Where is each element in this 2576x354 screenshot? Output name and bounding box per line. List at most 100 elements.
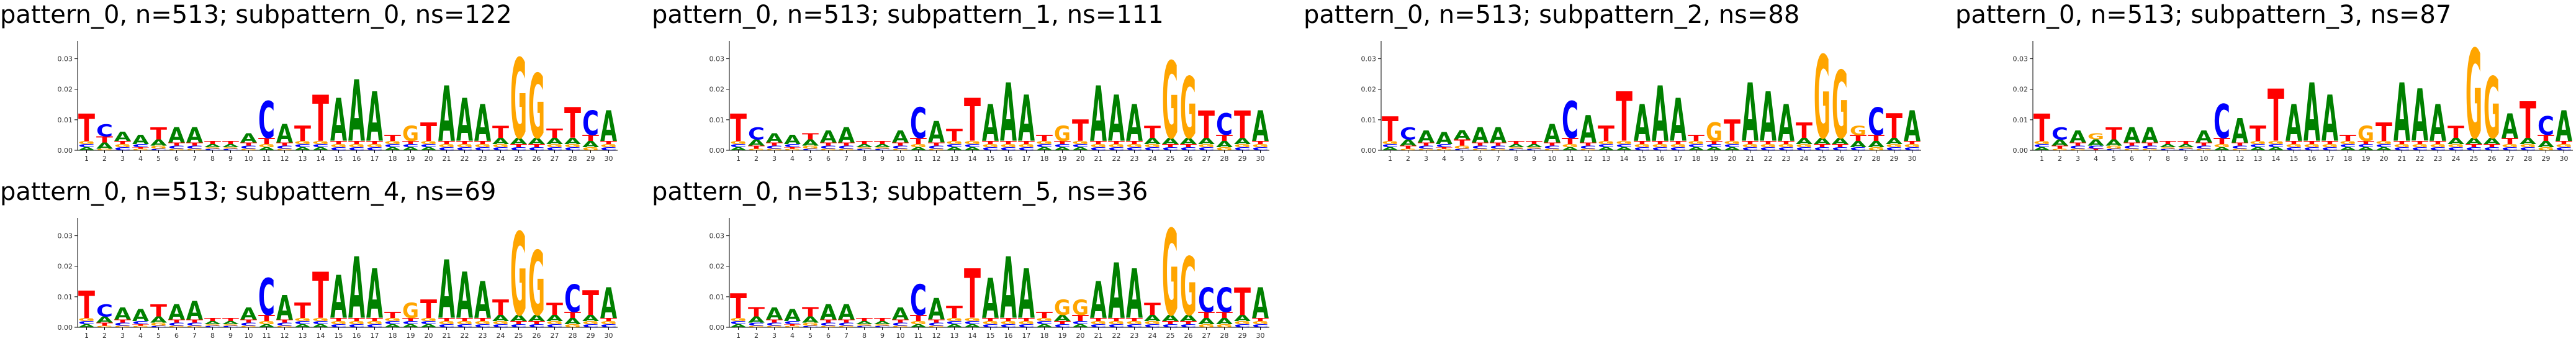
logo-letter-C: C	[766, 145, 783, 150]
logo-letter-T: T	[366, 317, 384, 322]
logo-letter-A: A	[748, 315, 765, 325]
x-tick-label: 27	[551, 332, 559, 340]
logo-letter-T: T	[2466, 143, 2483, 148]
logo-letter-G: G	[1616, 140, 1633, 145]
x-tick-label: 6	[826, 332, 831, 340]
logo-letter-T: T	[1382, 111, 1399, 150]
logo-letter-G: G	[1652, 143, 1669, 148]
x-tick-label: 4	[1442, 155, 1446, 163]
logo-letter-A: A	[964, 324, 981, 329]
logo-letter-C: C	[510, 324, 527, 329]
logo-letter-C: C	[1162, 147, 1179, 152]
logo-letter-C: C	[2376, 143, 2392, 148]
logo-letter-T: T	[1180, 143, 1197, 148]
x-tick-label: 1	[84, 155, 89, 163]
logo-letter-C: C	[2322, 147, 2338, 152]
logo-letter-T: T	[1814, 143, 1831, 148]
logo-letter-A: A	[1054, 314, 1071, 324]
logo-letter-G: G	[420, 317, 437, 322]
logo-letter-C: C	[456, 324, 473, 329]
logo-letter-T: T	[1544, 142, 1561, 147]
axes: 0.000.010.020.031 2 3 4 5 6 7 8 9 10 11 12 13 14 15 16 1…	[709, 218, 1269, 340]
logo-letter-A: A	[600, 279, 617, 328]
x-tick-label: 12	[2236, 155, 2245, 163]
logo-letter-A: A	[1054, 147, 1071, 152]
logo-letter-T: T	[1526, 140, 1543, 145]
logo-letter-G: G	[1688, 140, 1705, 145]
logo-letter-G: G	[204, 147, 221, 149]
logo-letter-G: G	[78, 317, 95, 322]
x-tick-label: 7	[1496, 155, 1500, 163]
logo-letter-G: G	[1382, 140, 1398, 145]
logo-letter-G: G	[748, 148, 765, 151]
logo-letter-C: C	[1090, 147, 1107, 152]
logo-letter-T: T	[766, 319, 783, 324]
logo-letter-A: A	[838, 124, 855, 148]
logo-letter-A: A	[600, 102, 617, 151]
x-tick-label: 10	[896, 332, 905, 340]
logo-letter-A: A	[2286, 94, 2302, 153]
logo-letter-A: A	[2466, 137, 2483, 147]
logo-letter-T: T	[348, 317, 366, 322]
x-tick-label: 19	[407, 155, 415, 163]
x-tick-label: 9	[1532, 155, 1536, 163]
x-tick-label: 11	[263, 155, 271, 163]
logo-letter-C: C	[874, 148, 891, 151]
logo-letter-A: A	[2033, 147, 2051, 152]
logo-letter-G: G	[384, 140, 401, 145]
logo-letter-C: C	[1418, 145, 1434, 150]
sequence-logo-chart: 0.000.010.020.031 2 3 4 5 6 7 8 9 10 11 12 13 14 15 16 1…	[58, 209, 618, 341]
x-tick-label: 20	[1728, 155, 1737, 163]
chart-title: pattern_0, n=513; subpattern_4, ns=69	[0, 178, 497, 206]
logo-letter-G: G	[1162, 40, 1179, 162]
logo-letter-A: A	[330, 263, 347, 332]
logo-letter-T: T	[2105, 124, 2122, 143]
logo-letter-A: A	[1252, 279, 1269, 328]
x-tick-label: 6	[174, 155, 179, 163]
logo-letter-G: G	[1090, 320, 1107, 325]
logo-letter-A: A	[510, 314, 528, 324]
x-tick-label: 29	[587, 155, 595, 163]
logo-letter-A: A	[1760, 78, 1777, 157]
x-tick-label: 24	[1148, 332, 1157, 340]
logo-letter-A: A	[2123, 124, 2140, 148]
x-tick-label: 18	[389, 332, 397, 340]
logo-letter-A: A	[348, 240, 365, 338]
logo-letter-G: G	[456, 143, 473, 148]
logo-letter-C: C	[2268, 143, 2284, 148]
x-tick-label: 23	[1782, 155, 1791, 163]
x-tick-label: 14	[968, 332, 977, 340]
logo-letter-A: A	[1198, 317, 1215, 327]
logo-letter-A: A	[402, 147, 420, 152]
logo-letter-G: G	[1850, 124, 1867, 138]
x-tick-label: 19	[1058, 332, 1067, 340]
logo-letter-G: G	[222, 324, 239, 326]
logo-letter-A: A	[1670, 86, 1687, 155]
logo-letter-G: G	[204, 324, 221, 326]
logo-letter-C: C	[1886, 147, 1903, 152]
x-tick-label: 5	[1460, 155, 1464, 163]
axes: 0.000.010.020.031 2 3 4 5 6 7 8 9 10 11 12 13 14 15 16 1…	[1361, 41, 1921, 163]
logo-letter-T: T	[492, 122, 509, 142]
logo-letter-A: A	[1526, 143, 1543, 148]
x-tick-label: 13	[1602, 155, 1611, 163]
logo-letter-T: T	[910, 137, 927, 147]
logo-letter-G: G	[474, 143, 491, 148]
x-tick-label: 7	[192, 332, 197, 340]
logo-letter-T: T	[2033, 106, 2050, 150]
logo-letter-A: A	[2376, 147, 2393, 152]
logo-letter-A: A	[276, 119, 294, 148]
x-tick-label: 28	[2524, 155, 2533, 163]
logo-letter-T: T	[150, 124, 167, 143]
logo-letter-G: G	[1126, 320, 1143, 325]
logo-letter-C: C	[1054, 324, 1071, 329]
x-tick-label: 22	[1764, 155, 1773, 163]
logo-letter-C: C	[982, 147, 999, 152]
logo-letter-T: T	[528, 320, 546, 325]
x-tick-label: 11	[914, 155, 923, 163]
x-tick-label: 12	[932, 155, 941, 163]
logo-letter-T: T	[150, 301, 167, 320]
logo-letter-C: C	[1454, 148, 1470, 151]
logo-letter-A: A	[766, 304, 783, 324]
logo-letter-C: C	[1234, 147, 1251, 152]
